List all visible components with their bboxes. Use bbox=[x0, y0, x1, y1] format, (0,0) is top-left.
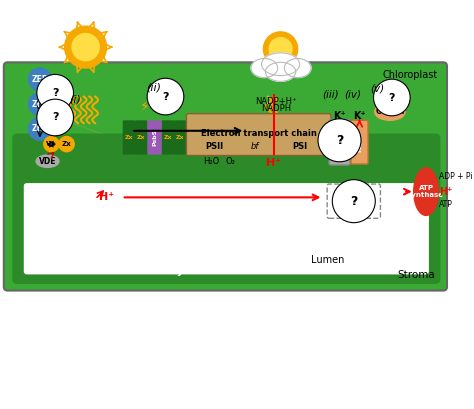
Text: (ii): (ii) bbox=[146, 82, 162, 92]
Text: C-term: C-term bbox=[375, 107, 405, 116]
Text: Electron transport chain: Electron transport chain bbox=[201, 129, 317, 138]
Circle shape bbox=[28, 68, 51, 91]
Text: Zx: Zx bbox=[176, 135, 184, 140]
Text: O₂: O₂ bbox=[225, 157, 235, 166]
Text: NADPH: NADPH bbox=[261, 104, 291, 113]
Circle shape bbox=[72, 34, 99, 61]
Text: H₂O: H₂O bbox=[203, 157, 219, 166]
Text: K⁺: K⁺ bbox=[353, 110, 366, 121]
Text: VDE: VDE bbox=[39, 157, 56, 166]
Text: (i): (i) bbox=[69, 94, 82, 104]
Text: ⚡: ⚡ bbox=[140, 100, 149, 114]
Ellipse shape bbox=[36, 155, 59, 167]
FancyBboxPatch shape bbox=[329, 119, 350, 165]
Circle shape bbox=[44, 137, 59, 152]
Text: ATP: ATP bbox=[439, 200, 453, 209]
Text: ?: ? bbox=[336, 134, 343, 147]
Text: ?: ? bbox=[350, 195, 357, 208]
Text: (iv): (iv) bbox=[344, 90, 361, 100]
Circle shape bbox=[28, 117, 51, 140]
Text: ?: ? bbox=[52, 112, 58, 122]
Text: (v): (v) bbox=[371, 84, 384, 94]
FancyBboxPatch shape bbox=[4, 62, 447, 290]
Circle shape bbox=[269, 38, 292, 61]
Text: Zx: Zx bbox=[137, 135, 146, 140]
Ellipse shape bbox=[248, 110, 313, 151]
Text: Vx: Vx bbox=[46, 141, 56, 147]
Text: ZEP: ZEP bbox=[32, 75, 48, 84]
Ellipse shape bbox=[251, 58, 278, 78]
FancyBboxPatch shape bbox=[147, 120, 162, 155]
FancyBboxPatch shape bbox=[123, 120, 135, 155]
FancyBboxPatch shape bbox=[24, 183, 429, 274]
Ellipse shape bbox=[262, 53, 300, 76]
Text: H⁺: H⁺ bbox=[439, 187, 453, 197]
FancyBboxPatch shape bbox=[162, 120, 174, 155]
Text: Chloroplast: Chloroplast bbox=[382, 70, 438, 80]
FancyBboxPatch shape bbox=[13, 135, 439, 283]
Ellipse shape bbox=[284, 58, 311, 78]
Circle shape bbox=[59, 137, 74, 152]
Text: Thylakoid membrane: Thylakoid membrane bbox=[161, 265, 292, 276]
Text: ZEP: ZEP bbox=[32, 100, 48, 109]
Text: bf: bf bbox=[251, 142, 259, 151]
Ellipse shape bbox=[47, 103, 124, 153]
Text: Zx: Zx bbox=[125, 135, 133, 140]
Text: ZEP: ZEP bbox=[32, 124, 48, 133]
Text: K⁺: K⁺ bbox=[333, 110, 346, 121]
FancyBboxPatch shape bbox=[174, 120, 186, 155]
Text: KEA3: KEA3 bbox=[356, 132, 363, 153]
Ellipse shape bbox=[265, 62, 296, 81]
FancyBboxPatch shape bbox=[186, 114, 331, 155]
Text: ?: ? bbox=[52, 88, 58, 98]
Ellipse shape bbox=[414, 168, 438, 216]
Text: Lumen: Lumen bbox=[311, 255, 345, 265]
Ellipse shape bbox=[375, 103, 405, 120]
Text: H⁺: H⁺ bbox=[266, 158, 282, 168]
Text: H⁺: H⁺ bbox=[99, 192, 114, 202]
Text: ATP
synthase: ATP synthase bbox=[408, 185, 444, 198]
Text: Zx: Zx bbox=[164, 135, 172, 140]
FancyBboxPatch shape bbox=[351, 120, 368, 164]
Text: (iii): (iii) bbox=[323, 90, 339, 100]
Text: PsbS: PsbS bbox=[152, 129, 157, 146]
Text: ~∼: ~∼ bbox=[147, 102, 166, 112]
Text: ?: ? bbox=[389, 92, 395, 103]
Text: NPQ relaxation (< 5 min): NPQ relaxation (< 5 min) bbox=[109, 144, 256, 154]
Circle shape bbox=[264, 32, 298, 66]
Text: ?: ? bbox=[162, 92, 169, 101]
Text: PSII: PSII bbox=[205, 142, 223, 151]
Circle shape bbox=[28, 93, 51, 116]
Text: NADP+H⁺: NADP+H⁺ bbox=[255, 97, 297, 106]
Text: PSI: PSI bbox=[292, 142, 307, 151]
Text: Zx: Zx bbox=[62, 141, 72, 147]
Text: Stroma: Stroma bbox=[398, 270, 436, 280]
Circle shape bbox=[64, 26, 107, 68]
Text: ADP + Pi: ADP + Pi bbox=[439, 172, 473, 181]
FancyBboxPatch shape bbox=[135, 120, 147, 155]
